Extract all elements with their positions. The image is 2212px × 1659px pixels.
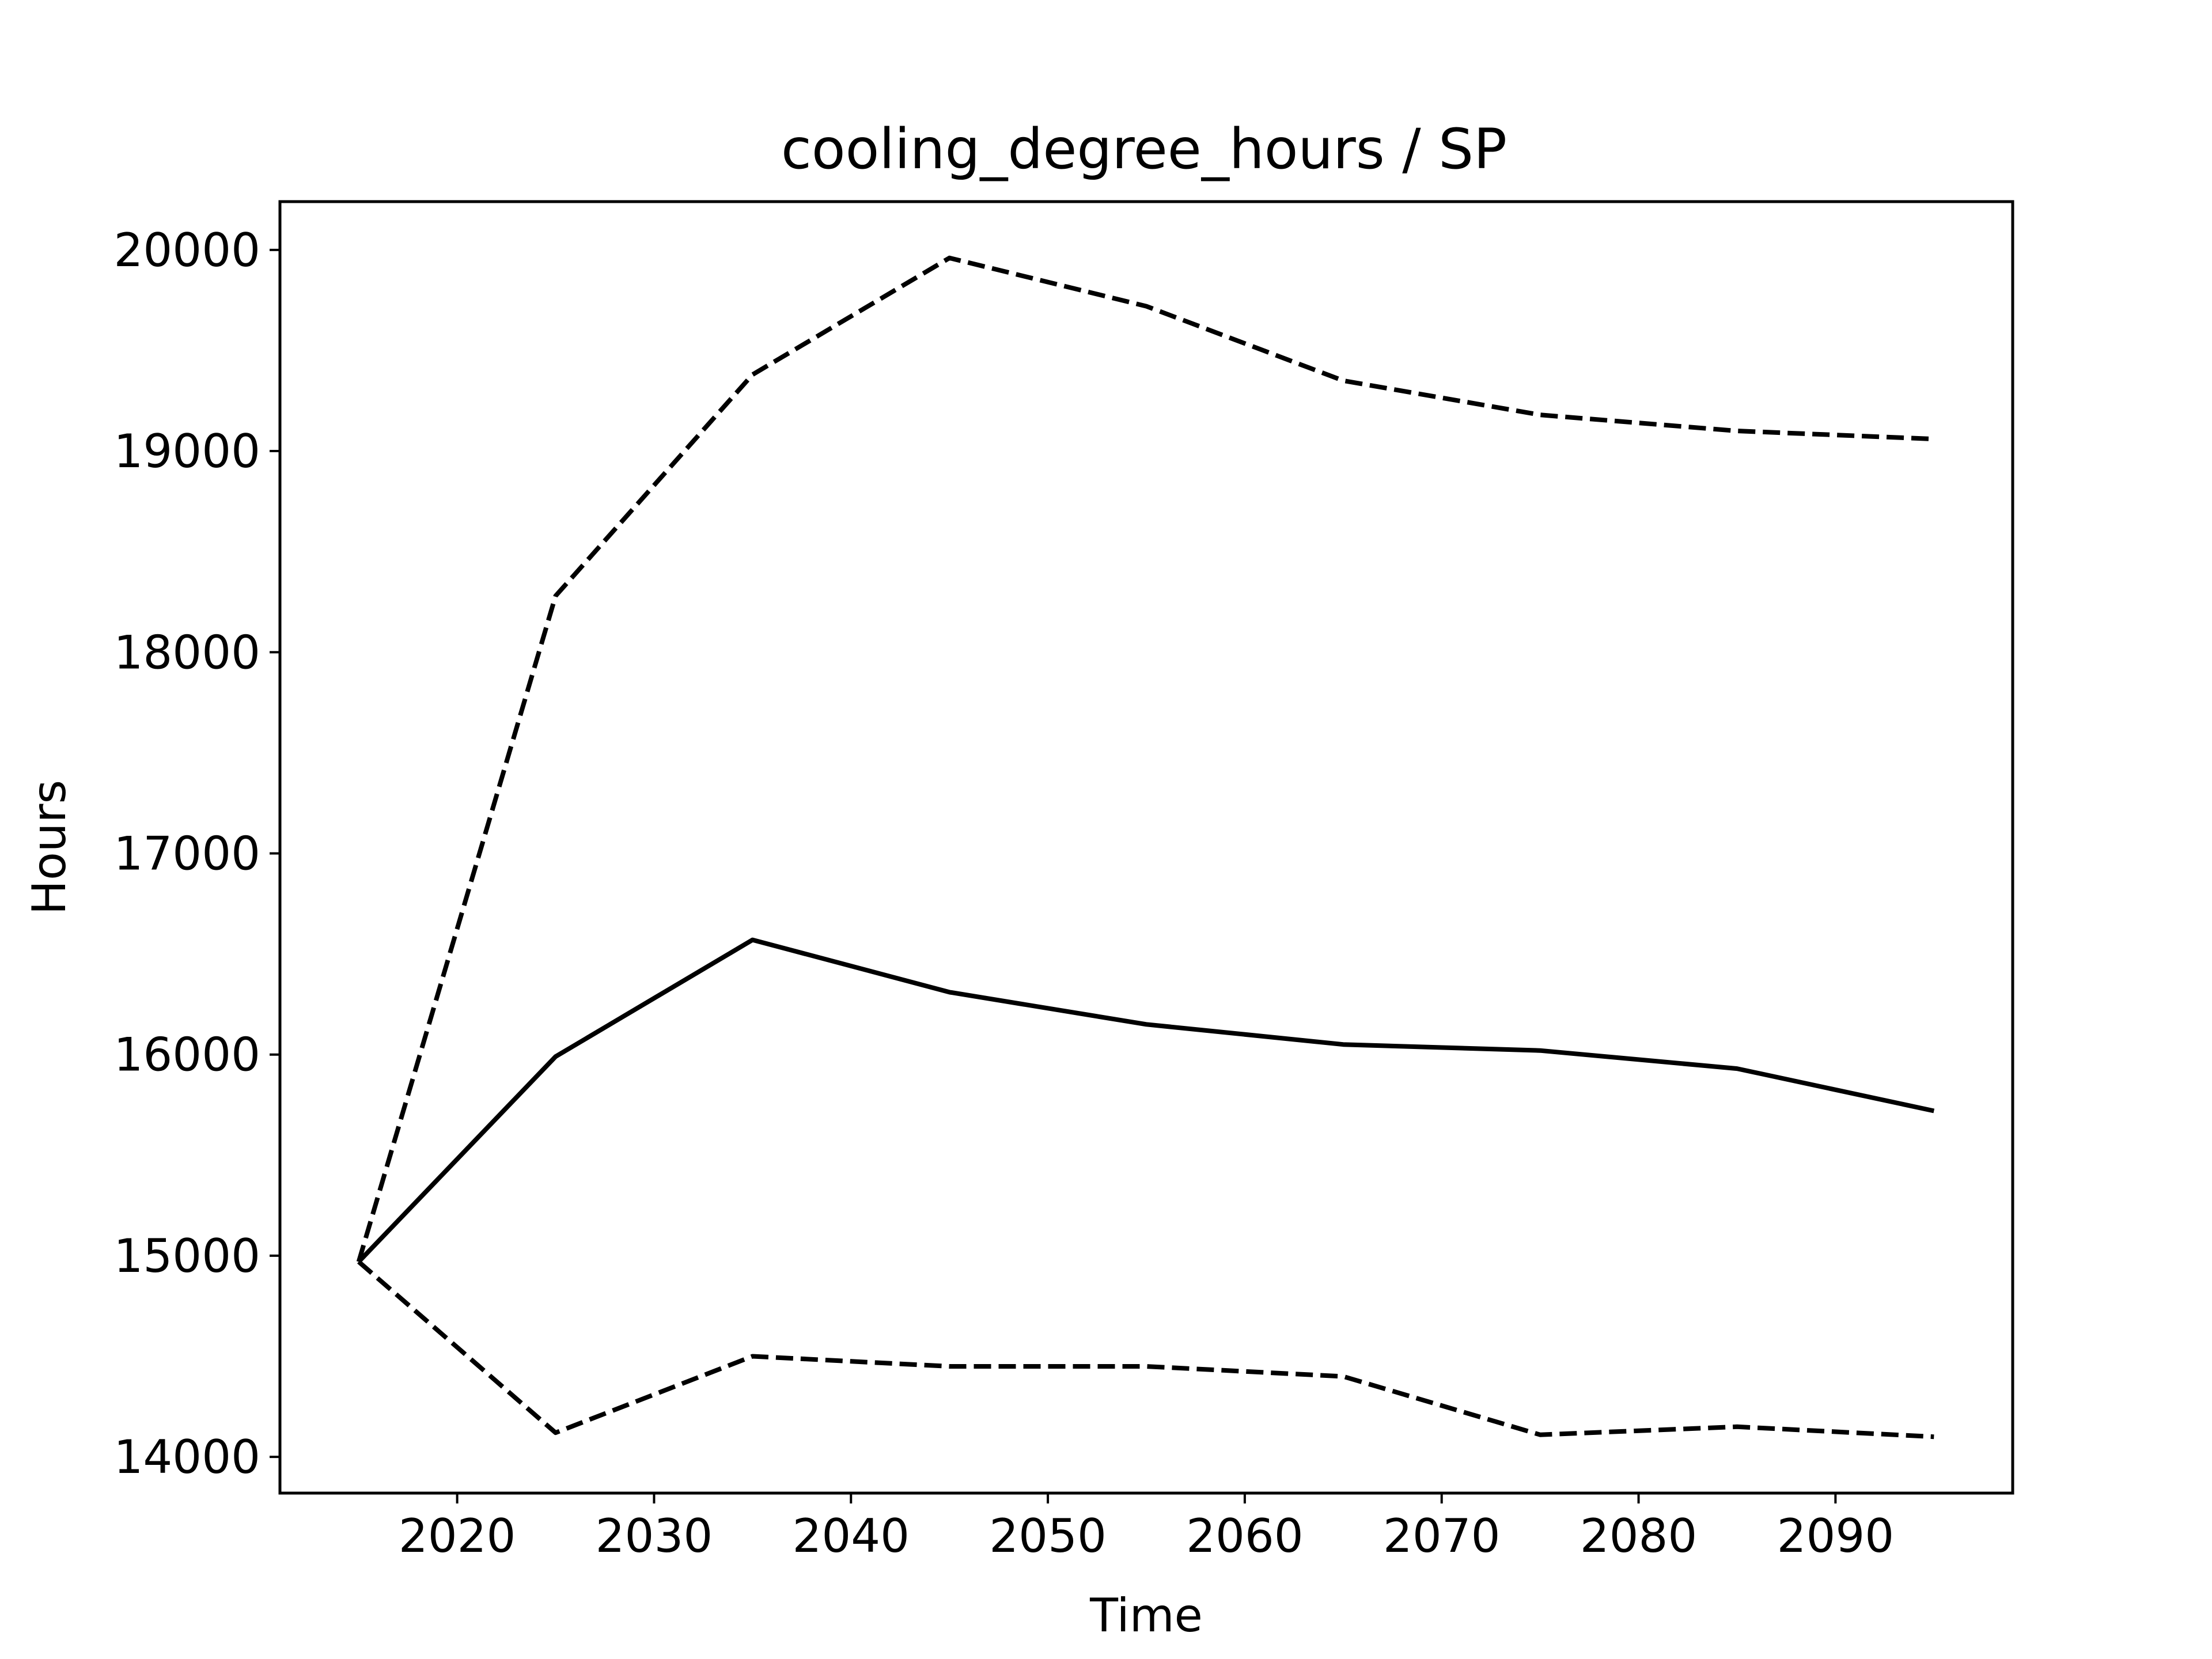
x-tick-label: 2040: [792, 1509, 910, 1563]
plot-frame: [278, 200, 2014, 1495]
x-tick-label: 2050: [989, 1509, 1107, 1563]
x-tick-label: 2070: [1383, 1509, 1501, 1563]
y-tick-label: 20000: [114, 224, 261, 277]
x-tick-label: 2060: [1186, 1509, 1304, 1563]
x-axis: 2020 2030 2040 2050 2060 2070 2080 2090: [399, 1493, 1894, 1563]
series-line-1: [357, 937, 1935, 1264]
y-axis-label: Hours: [22, 780, 76, 915]
y-tick-label: 14000: [114, 1430, 261, 1484]
x-tick-label: 2080: [1580, 1509, 1698, 1563]
y-tick-label: 17000: [114, 827, 261, 880]
chart-title: cooling_degree_hours / SP: [781, 117, 1507, 181]
x-tick-label: 2020: [399, 1509, 516, 1563]
y-tick-label: 18000: [114, 626, 261, 679]
y-tick-label: 16000: [114, 1028, 261, 1082]
series-line-3: [357, 1260, 1934, 1440]
y-axis: 14000 15000 16000 17000 18000 19000 20000: [114, 224, 280, 1484]
x-axis-label: Time: [1089, 1589, 1203, 1642]
x-tick-label: 2090: [1777, 1509, 1895, 1563]
y-tick-label: 15000: [114, 1229, 261, 1283]
x-tick-label: 2030: [596, 1509, 713, 1563]
series-layer: [356, 255, 1935, 1440]
y-tick-label: 19000: [114, 425, 261, 478]
series-line-2: [356, 255, 1934, 1263]
